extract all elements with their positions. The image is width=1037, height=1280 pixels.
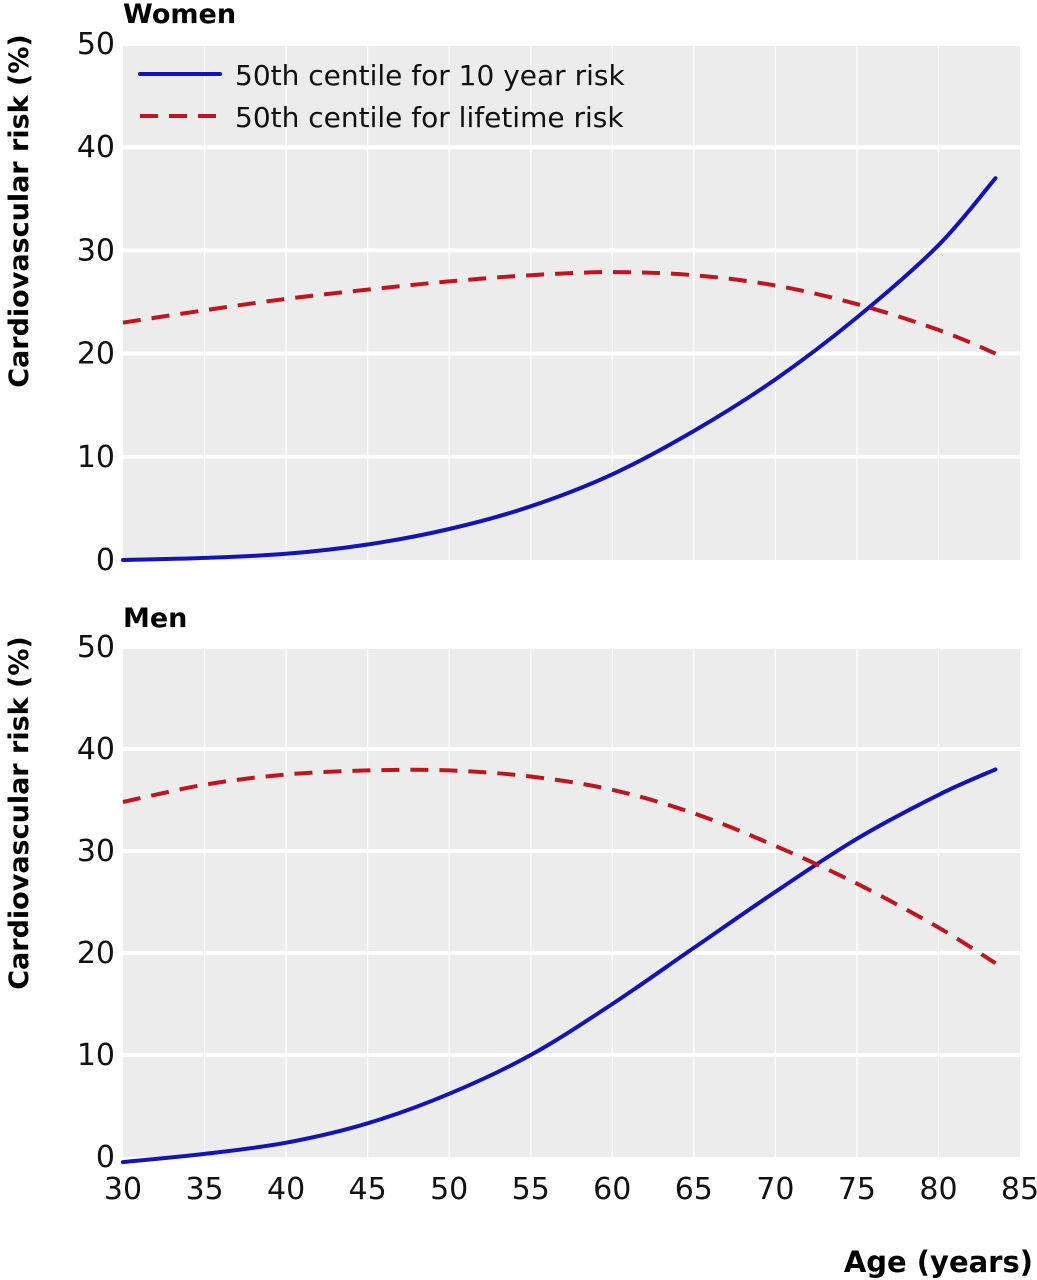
women-y-ticks: 0 10 20 30 40 50	[77, 27, 115, 578]
men-gridlines	[123, 645, 1020, 1157]
men-y-tick-label: 20	[77, 936, 115, 971]
men-x-ticks: 30 35 40 45 50 55 60 65 70 75 80 85	[104, 1172, 1037, 1207]
men-x-tick-label: 55	[512, 1172, 550, 1207]
men-plot-area	[123, 647, 1020, 1157]
x-axis-title: Age (years)	[844, 1245, 1033, 1279]
men-y-tick-label: 40	[77, 732, 115, 767]
legend-label-10-year-risk: 50th centile for 10 year risk	[235, 59, 625, 92]
men-y-tick-label: 30	[77, 834, 115, 869]
men-x-tick-label: 40	[267, 1172, 305, 1207]
legend-label-lifetime-risk: 50th centile for lifetime risk	[235, 101, 624, 134]
men-x-tick-label: 75	[838, 1172, 876, 1207]
women-panel: 0 10 20 30 40 50 Women Cardiovascular risk (%…	[4, 0, 1020, 578]
men-10-year-risk-line	[121, 767, 998, 1165]
men-x-tick-label: 30	[104, 1172, 142, 1207]
legend: 50th centile for 10 year risk 50th centi…	[138, 59, 625, 134]
women-gridlines	[123, 42, 1020, 560]
women-panel-title: Women	[123, 0, 236, 30]
men-y-axis-title: Cardiovascular risk (%)	[4, 636, 35, 990]
men-x-tick-label: 65	[675, 1172, 713, 1207]
women-y-axis-title: Cardiovascular risk (%)	[4, 34, 35, 388]
men-y-ticks: 0 10 20 30 40 50	[77, 630, 115, 1175]
women-y-tick-label: 40	[77, 130, 115, 165]
women-y-tick-label: 50	[77, 27, 115, 62]
men-x-tick-label: 60	[593, 1172, 631, 1207]
men-y-tick-label: 50	[77, 630, 115, 665]
women-10-year-risk-line	[121, 176, 998, 562]
men-y-tick-label: 10	[77, 1038, 115, 1073]
men-panel-title: Men	[123, 603, 187, 634]
men-x-tick-label: 35	[185, 1172, 223, 1207]
men-x-tick-label: 85	[1001, 1172, 1037, 1207]
men-x-tick-label: 80	[919, 1172, 957, 1207]
men-x-tick-label: 45	[349, 1172, 387, 1207]
women-y-tick-label: 10	[77, 440, 115, 475]
men-y-tick-label: 0	[96, 1140, 115, 1175]
men-lifetime-risk-line	[122, 767, 997, 965]
women-lifetime-risk-line	[122, 270, 997, 356]
women-y-tick-label: 30	[77, 233, 115, 268]
men-x-tick-label: 70	[756, 1172, 794, 1207]
women-y-tick-label: 20	[77, 337, 115, 372]
women-y-tick-label: 0	[96, 543, 115, 578]
men-lines	[121, 767, 998, 1165]
women-lines	[121, 176, 998, 562]
men-x-tick-label: 50	[430, 1172, 468, 1207]
men-panel: 0 10 20 30 40 50 30 35 40 45 50 55 60 65 70 75 80 85 Men…	[4, 603, 1037, 1279]
